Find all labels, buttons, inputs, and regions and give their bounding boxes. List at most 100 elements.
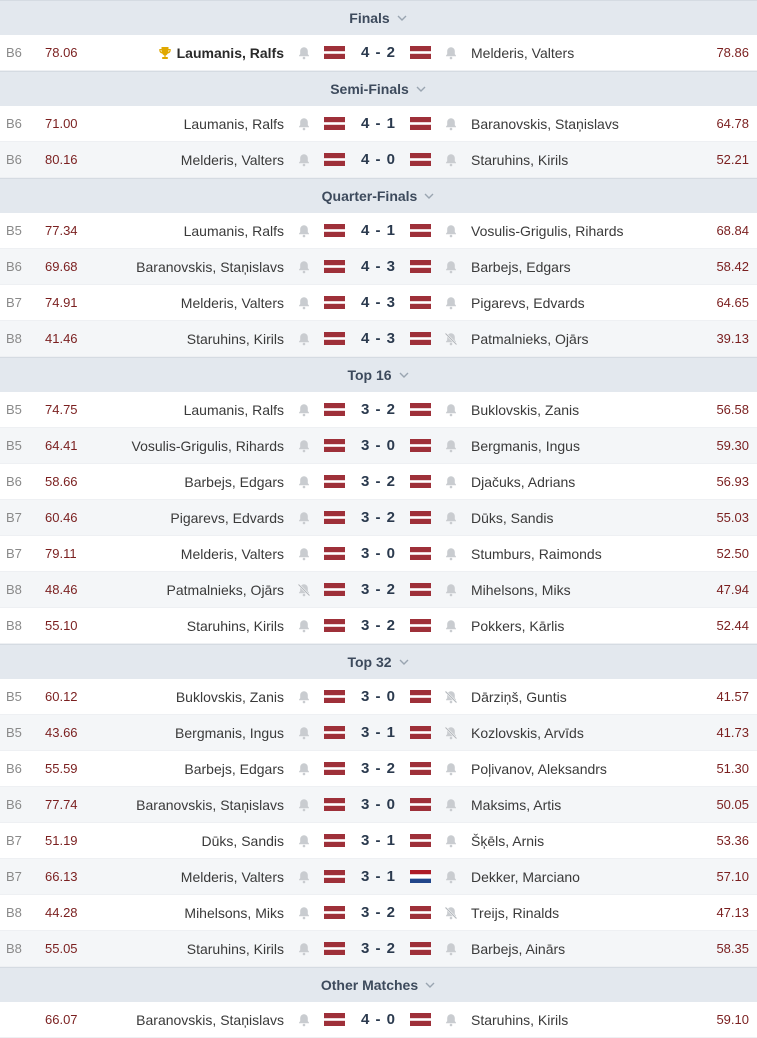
match-score[interactable]: 4 - 3	[360, 294, 396, 311]
bell-icon[interactable]	[444, 439, 458, 453]
bell-icon[interactable]	[297, 332, 311, 346]
player1-name[interactable]: Baranovskis, Staņislavs	[136, 259, 284, 275]
player2-name[interactable]: Buklovskis, Zanis	[471, 401, 580, 418]
bell-icon[interactable]	[444, 762, 458, 776]
match-score[interactable]: 3 - 2	[360, 760, 396, 777]
bell-icon[interactable]	[297, 798, 311, 812]
bell-icon[interactable]	[297, 296, 311, 310]
player1-name[interactable]: Baranovskis, Staņislavs	[136, 797, 284, 813]
player1-name[interactable]: Barbejs, Edgars	[184, 474, 284, 490]
match-row[interactable]: B6 78.06 Laumanis, Ralfs 4 - 2 Melderis,…	[0, 35, 757, 71]
bell-icon[interactable]	[297, 511, 311, 525]
bell-icon[interactable]	[297, 403, 311, 417]
match-row[interactable]: B7 66.13 Melderis, Valters 3 - 1 Dekker,…	[0, 859, 757, 895]
player1-name[interactable]: Mihelsons, Miks	[184, 905, 284, 921]
match-row[interactable]: B6 55.59 Barbejs, Edgars 3 - 2 Poļivanov…	[0, 751, 757, 787]
chevron-down-icon[interactable]	[423, 190, 435, 202]
player2-name[interactable]: Poļivanov, Aleksandrs	[471, 760, 607, 777]
player1-name[interactable]: Laumanis, Ralfs	[184, 223, 284, 239]
match-row[interactable]: B7 74.91 Melderis, Valters 4 - 3 Pigarev…	[0, 285, 757, 321]
bell-icon[interactable]	[444, 224, 458, 238]
match-row[interactable]: B6 71.00 Laumanis, Ralfs 4 - 1 Baranovsk…	[0, 106, 757, 142]
player2-name[interactable]: Dekker, Marciano	[471, 868, 580, 885]
player1-name[interactable]: Staruhins, Kirils	[187, 941, 284, 957]
bell-icon[interactable]	[444, 260, 458, 274]
bell-icon[interactable]	[297, 906, 311, 920]
match-row[interactable]: B5 43.66 Bergmanis, Ingus 3 - 1 Kozlovsk…	[0, 715, 757, 751]
player1-name[interactable]: Staruhins, Kirils	[187, 331, 284, 347]
bell-icon[interactable]	[444, 834, 458, 848]
match-score[interactable]: 3 - 0	[360, 796, 396, 813]
match-row[interactable]: B8 48.46 Patmalnieks, Ojārs 3 - 2 Mihels…	[0, 572, 757, 608]
bell-icon[interactable]	[444, 942, 458, 956]
bell-icon[interactable]	[297, 1013, 311, 1027]
player2-name[interactable]: Barbejs, Edgars	[471, 258, 571, 275]
bell-icon[interactable]	[444, 296, 458, 310]
bell-icon[interactable]	[444, 870, 458, 884]
match-score[interactable]: 3 - 0	[360, 545, 396, 562]
player1-name[interactable]: Pigarevs, Edvards	[170, 510, 284, 526]
player2-name[interactable]: Baranovskis, Staņislavs	[471, 115, 619, 132]
player2-name[interactable]: Dārziņš, Guntis	[471, 688, 567, 705]
bell-icon[interactable]	[297, 46, 311, 60]
player1-name[interactable]: Dūks, Sandis	[202, 833, 284, 849]
match-score[interactable]: 4 - 0	[360, 1011, 396, 1028]
match-row[interactable]: B6 80.16 Melderis, Valters 4 - 0 Staruhi…	[0, 142, 757, 178]
match-score[interactable]: 3 - 2	[360, 509, 396, 526]
section-header[interactable]: Quarter-Finals	[0, 178, 757, 213]
bell-icon[interactable]	[297, 153, 311, 167]
match-score[interactable]: 3 - 2	[360, 617, 396, 634]
section-header[interactable]: Other Matches	[0, 967, 757, 1002]
match-row[interactable]: B8 55.10 Staruhins, Kirils 3 - 2 Pokkers…	[0, 608, 757, 644]
player2-name[interactable]: Kozlovskis, Arvīds	[471, 724, 584, 741]
player1-name[interactable]: Patmalnieks, Ojārs	[167, 582, 284, 598]
match-row[interactable]: B5 77.34 Laumanis, Ralfs 4 - 1 Vosulis-G…	[0, 213, 757, 249]
bell-icon[interactable]	[297, 870, 311, 884]
match-row[interactable]: B7 79.11 Melderis, Valters 3 - 0 Stumbur…	[0, 536, 757, 572]
bell-icon[interactable]	[444, 153, 458, 167]
player1-name[interactable]: Melderis, Valters	[181, 152, 284, 168]
bell-muted-icon[interactable]	[297, 583, 311, 597]
match-score[interactable]: 3 - 2	[360, 904, 396, 921]
player1-name[interactable]: Buklovskis, Zanis	[176, 689, 284, 705]
bell-icon[interactable]	[297, 834, 311, 848]
match-row[interactable]: B6 58.66 Barbejs, Edgars 3 - 2 Djačuks, …	[0, 464, 757, 500]
player1-name[interactable]: Baranovskis, Staņislavs	[136, 1012, 284, 1028]
chevron-down-icon[interactable]	[398, 656, 410, 668]
match-score[interactable]: 3 - 0	[360, 688, 396, 705]
player1-name[interactable]: Staruhins, Kirils	[187, 618, 284, 634]
bell-icon[interactable]	[444, 117, 458, 131]
match-row[interactable]: 66.07 Baranovskis, Staņislavs 4 - 0 Star…	[0, 1002, 757, 1038]
match-score[interactable]: 4 - 3	[360, 258, 396, 275]
match-score[interactable]: 3 - 1	[360, 868, 396, 885]
player1-name[interactable]: Melderis, Valters	[181, 295, 284, 311]
section-header[interactable]: Top 32	[0, 644, 757, 679]
bell-icon[interactable]	[297, 726, 311, 740]
player2-name[interactable]: Pokkers, Kārlis	[471, 617, 565, 634]
bell-icon[interactable]	[444, 1013, 458, 1027]
bell-muted-icon[interactable]	[444, 690, 458, 704]
chevron-down-icon[interactable]	[415, 83, 427, 95]
match-score[interactable]: 3 - 2	[360, 401, 396, 418]
section-header[interactable]: Semi-Finals	[0, 71, 757, 106]
bell-icon[interactable]	[297, 942, 311, 956]
match-score[interactable]: 3 - 0	[360, 437, 396, 454]
player1-name[interactable]: Vosulis-Grigulis, Rihards	[132, 438, 285, 454]
match-score[interactable]: 4 - 2	[360, 44, 396, 61]
player2-name[interactable]: Treijs, Rinalds	[471, 904, 560, 921]
bell-icon[interactable]	[297, 547, 311, 561]
player2-name[interactable]: Šķēls, Arnis	[471, 832, 545, 849]
bell-muted-icon[interactable]	[444, 726, 458, 740]
bell-icon[interactable]	[297, 439, 311, 453]
player2-name[interactable]: Melderis, Valters	[471, 44, 575, 61]
chevron-down-icon[interactable]	[424, 979, 436, 991]
bell-muted-icon[interactable]	[444, 332, 458, 346]
bell-icon[interactable]	[297, 224, 311, 238]
bell-icon[interactable]	[444, 619, 458, 633]
match-score[interactable]: 3 - 2	[360, 473, 396, 490]
bell-icon[interactable]	[444, 511, 458, 525]
bell-icon[interactable]	[444, 403, 458, 417]
player1-name[interactable]: Barbejs, Edgars	[184, 761, 284, 777]
bell-icon[interactable]	[444, 46, 458, 60]
player2-name[interactable]: Staruhins, Kirils	[471, 1011, 569, 1028]
